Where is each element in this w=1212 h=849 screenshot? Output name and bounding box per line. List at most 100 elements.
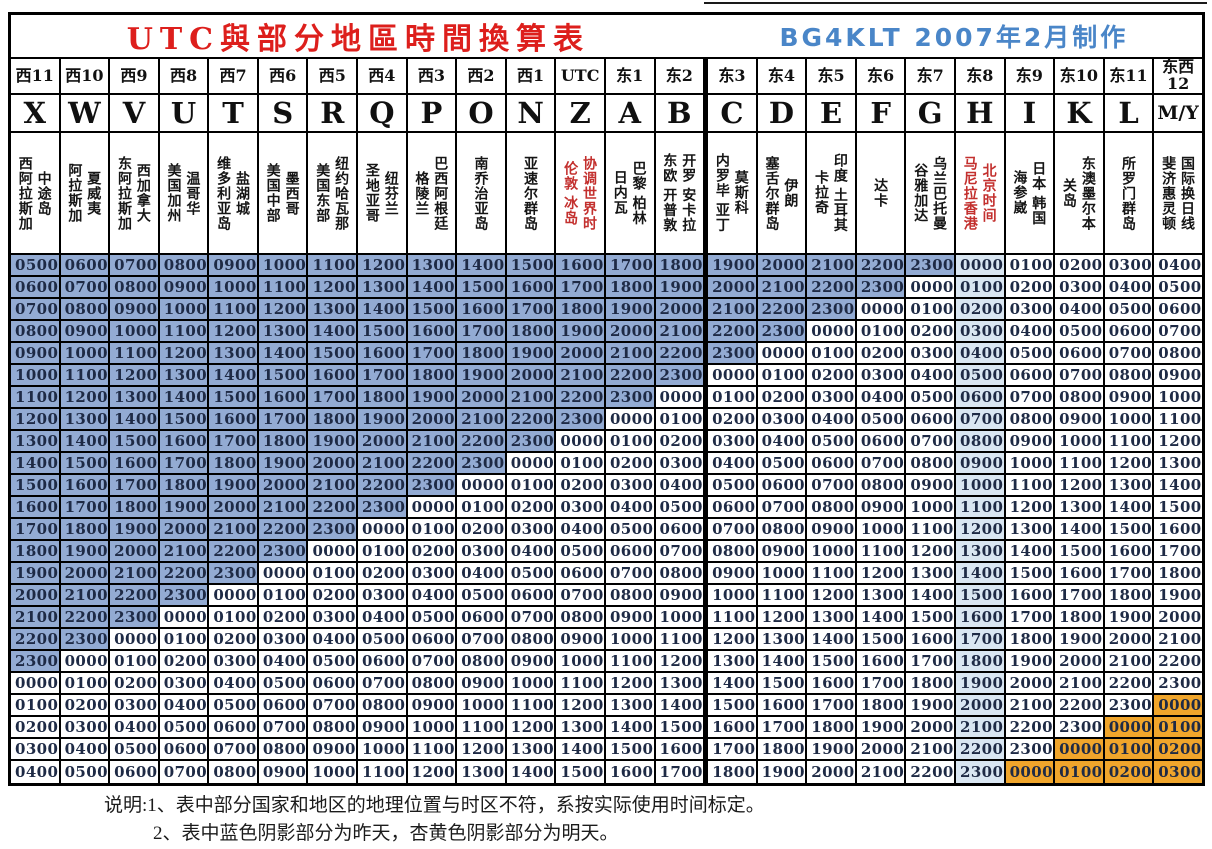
time-cell: 0700 — [506, 607, 557, 629]
location-cell: 夏威夷 阿拉斯加 — [60, 133, 111, 255]
time-cell: 2300 — [110, 607, 160, 629]
zone-letter-cell: U — [159, 95, 210, 133]
time-cell: 2100 — [1055, 673, 1105, 695]
time-cell: 2000 — [159, 519, 210, 541]
time-row: 2300 0000 0100 0200 0300 0400 0500 0600 0700 0800… — [11, 651, 1202, 673]
time-cell: 2000 — [1005, 673, 1056, 695]
time-cell: 0100 — [1104, 739, 1155, 761]
time-cell: 0600 — [60, 255, 111, 277]
time-cell: 1100 — [605, 651, 656, 673]
time-cell: 0600 — [1005, 365, 1056, 387]
tz-header-cell: 东10 — [1055, 59, 1105, 95]
time-cell: 2300 — [457, 453, 507, 475]
time-cell: 1900 — [209, 475, 259, 497]
time-cell: 0300 — [407, 563, 458, 585]
time-cell: 1600 — [955, 607, 1006, 629]
time-cell: 0200 — [906, 321, 956, 343]
time-cell: 0600 — [655, 519, 706, 541]
time-cell: 1000 — [906, 497, 956, 519]
time-cell: 0200 — [308, 585, 359, 607]
time-cell: 0600 — [955, 387, 1006, 409]
time-cell: 0100 — [308, 563, 359, 585]
time-cell: 1700 — [110, 475, 160, 497]
time-cell: 2100 — [955, 717, 1006, 739]
time-cell: 1400 — [506, 761, 557, 783]
time-cell: 2300 — [955, 761, 1006, 783]
time-cell: 1800 — [358, 387, 408, 409]
time-cell: 0600 — [856, 431, 907, 453]
time-cell: 1000 — [705, 585, 758, 607]
time-cell: 0800 — [906, 453, 956, 475]
time-cell: 1200 — [258, 299, 309, 321]
time-cell: 1100 — [1005, 475, 1056, 497]
location-text: 开罗 安卡拉 东欧 开普敦 — [662, 153, 698, 233]
time-cell: 1400 — [110, 409, 160, 431]
time-cell: 1600 — [60, 475, 111, 497]
time-cell: 1700 — [358, 365, 408, 387]
time-cell: 0200 — [506, 497, 557, 519]
time-cell: 1900 — [856, 717, 907, 739]
time-cell: 0200 — [705, 409, 758, 431]
time-cell: 1900 — [506, 343, 557, 365]
time-cell: 2000 — [906, 717, 956, 739]
time-cell: 1800 — [856, 695, 907, 717]
location-text: 盐湖城 维多利亚岛 — [216, 155, 251, 231]
time-cell: 1600 — [556, 255, 606, 277]
time-cell: 0600 — [159, 739, 210, 761]
time-cell: 1900 — [1005, 651, 1056, 673]
time-cell: 1100 — [308, 255, 359, 277]
tz-header-cell: 西8 — [159, 59, 210, 95]
time-cell: 2300 — [705, 343, 758, 365]
time-cell: 1200 — [757, 607, 808, 629]
top-edge-artifact-line — [704, 2, 1207, 4]
time-cell: 0800 — [457, 651, 507, 673]
location-text: 印度 土耳其 卡拉奇 — [814, 153, 849, 233]
time-cell: 1000 — [1154, 387, 1202, 409]
time-cell: 0500 — [955, 365, 1006, 387]
time-cell: 0000 — [856, 299, 907, 321]
time-cell: 0600 — [906, 409, 956, 431]
time-cell: 1500 — [258, 365, 309, 387]
time-cell: 0300 — [556, 497, 606, 519]
location-cell: 国际换日线 斐济惠灵顿 — [1154, 133, 1202, 255]
time-cell: 0800 — [556, 607, 606, 629]
time-cell: 2200 — [457, 431, 507, 453]
time-cell: 0500 — [1154, 277, 1202, 299]
time-cell: 0100 — [110, 651, 160, 673]
location-row: 中途岛 西阿拉斯加 夏威夷 阿拉斯加 西加拿大 东阿拉斯加 温哥华 美国加州 盐湖城 维… — [11, 133, 1202, 255]
time-cell: 1800 — [705, 761, 758, 783]
time-cell: 2200 — [11, 629, 61, 651]
time-cell: 1000 — [856, 519, 907, 541]
time-cell: 1000 — [1104, 409, 1155, 431]
tz-header-cell: 东西 12 — [1154, 59, 1202, 95]
location-cell: 巴黎 柏林 日内瓦 — [605, 133, 656, 255]
time-cell: 0700 — [407, 651, 458, 673]
time-cell: 0600 — [209, 717, 259, 739]
zone-letter-cell: Z — [556, 95, 606, 133]
time-cell: 1200 — [856, 563, 907, 585]
time-cell: 1400 — [856, 607, 907, 629]
time-cell: 0400 — [705, 453, 758, 475]
location-text: 纽约哈瓦那 美国东部 — [315, 155, 351, 231]
time-cell: 1400 — [906, 585, 956, 607]
zone-letter-cell: O — [457, 95, 507, 133]
note-line-1: 说明:1、表中部分国家和地区的地理位置与时区不符，系按实际使用时间标定。 — [104, 795, 765, 816]
zone-letter-cell: W — [60, 95, 111, 133]
time-cell: 1100 — [705, 607, 758, 629]
time-cell: 0300 — [807, 387, 857, 409]
time-cell: 0500 — [906, 387, 956, 409]
time-cell: 0200 — [457, 519, 507, 541]
time-cell: 0200 — [955, 299, 1006, 321]
time-cell: 0400 — [358, 607, 408, 629]
time-cell: 1500 — [1154, 497, 1202, 519]
time-cell: 0900 — [1005, 431, 1056, 453]
time-cell: 0500 — [1055, 321, 1105, 343]
time-cell: 1700 — [556, 277, 606, 299]
time-cell: 1200 — [110, 365, 160, 387]
time-cell: 0100 — [358, 541, 408, 563]
time-cell: 1400 — [807, 629, 857, 651]
time-cell: 0600 — [358, 651, 408, 673]
time-cell: 1200 — [906, 541, 956, 563]
time-cell: 1200 — [407, 761, 458, 783]
time-cell: 0400 — [506, 541, 557, 563]
